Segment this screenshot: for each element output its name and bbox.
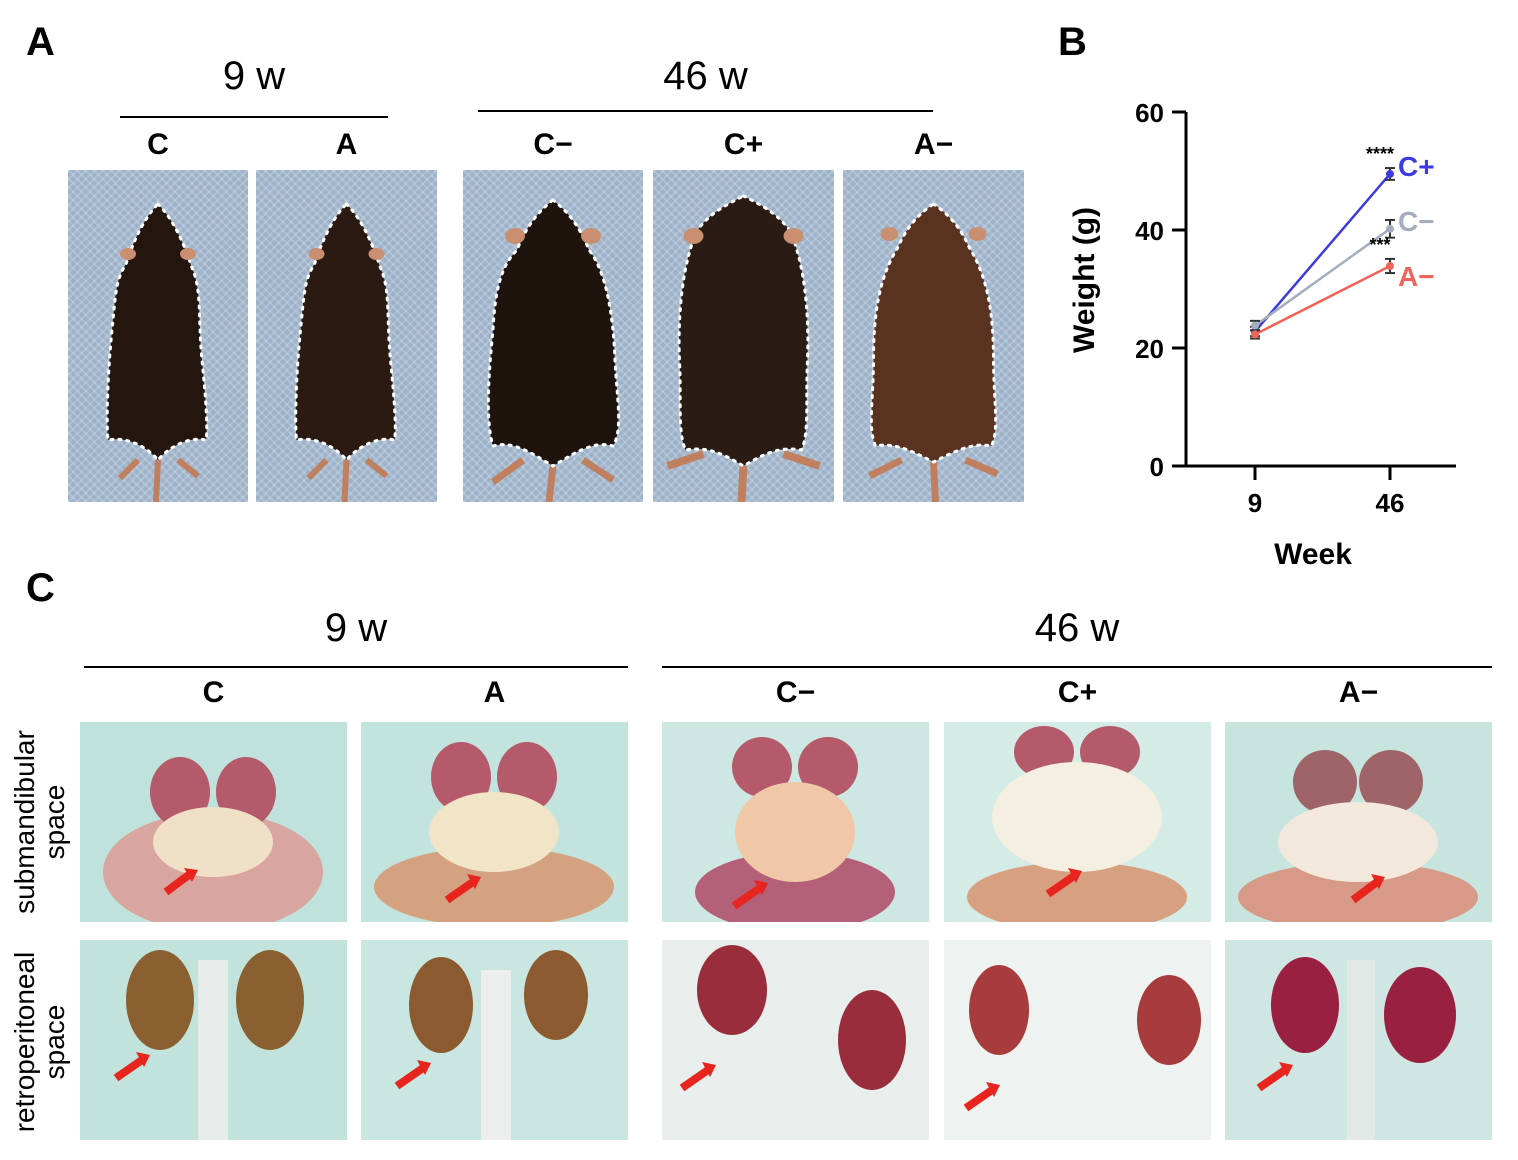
retroperitoneal-tissue-icon — [944, 940, 1211, 1140]
submandibular-tissue-icon — [80, 722, 347, 922]
weight-line-chart: 0 20 40 60 9 46 C+**** C− A− *** Week Weight (g… — [1068, 98, 1456, 571]
y-axis-label: Weight (g) — [1068, 207, 1101, 353]
panel-c-label-c: C — [202, 676, 225, 709]
panel-a-week-9: 9 w — [222, 54, 286, 98]
submandibular-photo-a-9w — [361, 722, 628, 922]
mouse-body-icon — [486, 198, 621, 502]
y-tick-label: 40 — [1135, 216, 1164, 246]
panel-a-label-c: C — [147, 128, 169, 161]
x-tick-label: 46 — [1376, 488, 1405, 518]
arrow-icon — [417, 1060, 431, 1075]
retroperitoneal-tissue-icon — [662, 940, 929, 1140]
arrow-icon — [754, 880, 768, 895]
arrow-icon — [184, 868, 198, 882]
y-tick-label: 60 — [1135, 98, 1164, 128]
row-label-retroperitoneal-line1: retroperitoneal — [9, 951, 40, 1133]
arrow-icon — [1371, 874, 1385, 889]
submandibular-photo-c-plus-46w — [944, 722, 1211, 922]
data-point — [1386, 169, 1394, 178]
data-point — [1386, 261, 1394, 270]
significance-stars: **** — [1366, 144, 1394, 164]
panel-c-week-46: 46 w — [1034, 606, 1120, 650]
panel-c-week-9: 9 w — [324, 606, 388, 650]
panel-c-label-a-minus: A− — [1338, 676, 1379, 709]
submandibular-photo-a-minus-46w — [1225, 722, 1492, 922]
arrow-icon — [702, 1062, 716, 1077]
series-line — [1254, 264, 1391, 336]
panel-a-label-a: A — [335, 128, 358, 161]
mouse-photo-c-9w — [68, 170, 248, 502]
submandibular-tissue-icon — [662, 722, 929, 922]
mouse-photo-a-9w — [256, 170, 437, 502]
submandibular-tissue-icon — [944, 722, 1211, 922]
submandibular-photo-c-9w — [80, 722, 347, 922]
arrow-icon — [986, 1082, 1000, 1097]
mouse-body-icon — [105, 201, 209, 502]
y-tick-label: 0 — [1150, 452, 1164, 482]
panel-a-label-a-minus: A− — [913, 128, 954, 161]
series-label: A− — [1398, 261, 1435, 292]
submandibular-photo-c-minus-46w — [662, 722, 929, 922]
data-point — [1251, 321, 1259, 330]
row-label-retroperitoneal-line2: space — [39, 1004, 70, 1080]
mouse-photo-c-minus-46w — [463, 170, 643, 502]
retroperitoneal-photo-c-9w — [80, 940, 347, 1140]
series-line — [1254, 227, 1391, 327]
mouse-body-icon — [294, 201, 397, 502]
row-label-submandibular-line1: submandibular — [9, 730, 40, 914]
panel-c-label-a: A — [483, 676, 506, 709]
panel-c-rule-46w — [662, 666, 1492, 668]
series-label: C+ — [1398, 151, 1435, 182]
panel-c-label-c-plus: C+ — [1057, 676, 1098, 709]
series-label: C− — [1398, 206, 1435, 237]
y-tick-label: 20 — [1135, 334, 1164, 364]
panel-c-rule-9w — [84, 666, 628, 668]
series-line — [1254, 173, 1391, 333]
mouse-body-icon — [867, 202, 999, 502]
panel-a-label-c-minus: C− — [533, 128, 573, 161]
panel-a-week-46: 46 w — [663, 54, 748, 98]
retroperitoneal-photo-a-minus-46w — [1225, 940, 1492, 1140]
mouse-body-icon — [666, 194, 821, 502]
panel-a-rule-9w — [120, 116, 388, 118]
x-tick-label: 9 — [1248, 488, 1262, 518]
submandibular-tissue-icon — [361, 722, 628, 922]
data-point — [1251, 330, 1259, 339]
data-point — [1386, 224, 1394, 233]
submandibular-tissue-icon — [1225, 722, 1492, 922]
arrow-icon — [1279, 1062, 1293, 1077]
panel-c-label-c-minus: C− — [775, 676, 816, 709]
retroperitoneal-tissue-icon — [361, 940, 628, 1140]
row-label-submandibular: submandibular space — [9, 722, 70, 922]
x-axis-label: Week — [1274, 538, 1352, 571]
arrow-icon — [136, 1052, 150, 1067]
mouse-photo-a-minus-46w — [843, 170, 1024, 502]
arrow-icon — [467, 874, 481, 889]
panel-letter-b: B — [1058, 20, 1087, 64]
significance-stars: *** — [1369, 235, 1390, 255]
panel-a-rule-46w — [478, 110, 933, 112]
retroperitoneal-tissue-icon — [1225, 940, 1492, 1140]
panel-letter-c: C — [26, 566, 55, 610]
arrow-icon — [1068, 868, 1082, 883]
row-label-retroperitoneal: retroperitoneal space — [9, 932, 70, 1152]
panel-a-label-c-plus: C+ — [723, 128, 764, 161]
retroperitoneal-tissue-icon — [80, 940, 347, 1140]
row-label-submandibular-line2: space — [39, 784, 70, 860]
panel-letter-a: A — [26, 20, 55, 64]
retroperitoneal-photo-c-plus-46w — [944, 940, 1211, 1140]
mouse-photo-c-plus-46w — [653, 170, 834, 502]
retroperitoneal-photo-c-minus-46w — [662, 940, 929, 1140]
retroperitoneal-photo-a-9w — [361, 940, 628, 1140]
